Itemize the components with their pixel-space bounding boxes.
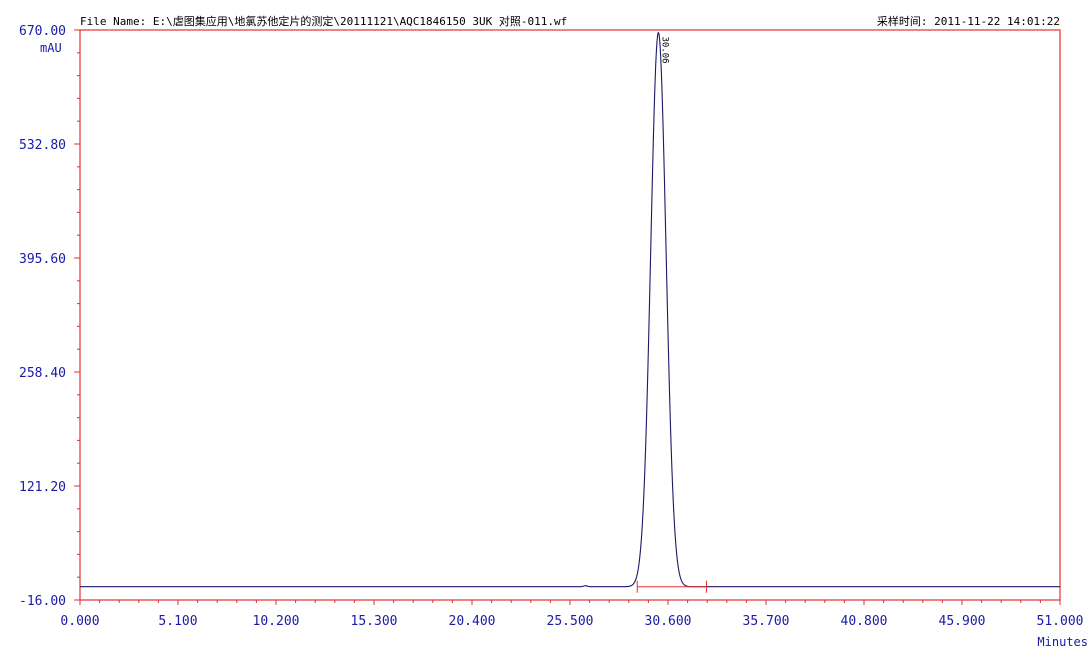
y-axis-ticks: -16.00 121.20 258.40 395.60 532.80 670.00 [19, 24, 80, 609]
x-axis-unit-label: Minutes [1037, 635, 1088, 649]
y-tick-label: -16.00 [19, 594, 66, 609]
acquisition-time-header: 采样时间: 2011-11-22 14:01:22 [877, 14, 1060, 28]
x-tick-label: 10.200 [253, 614, 300, 629]
series-group: 30.06 [80, 32, 1060, 593]
peak-retention-label: 30.06 [659, 36, 669, 63]
file-name-header: File Name: E:\虐图集应用\地氯苏他定片的测定\20111121\A… [80, 14, 567, 28]
x-axis-ticks: 0.000 5.100 10.200 15.300 20.400 25.500 30.600… [60, 600, 1083, 629]
y-tick-label: 395.60 [19, 252, 66, 267]
chromatogram-trace [80, 32, 1060, 588]
x-tick-label: 51.000 [1037, 614, 1084, 629]
plot-frame [79, 29, 1061, 601]
x-tick-label: 15.300 [351, 614, 398, 629]
x-tick-label: 0.000 [60, 614, 99, 629]
x-tick-label: 20.400 [449, 614, 496, 629]
y-tick-label: 670.00 [19, 24, 66, 39]
x-tick-label: 30.600 [645, 614, 692, 629]
y-tick-label: 121.20 [19, 480, 66, 495]
x-tick-label: 5.100 [158, 614, 197, 629]
x-tick-label: 40.800 [841, 614, 888, 629]
x-tick-label: 45.900 [939, 614, 986, 629]
x-tick-label: 35.700 [743, 614, 790, 629]
y-tick-label: 258.40 [19, 366, 66, 381]
x-tick-label: 25.500 [547, 614, 594, 629]
y-tick-label: 532.80 [19, 138, 66, 153]
y-axis-unit-label: mAU [40, 41, 62, 55]
